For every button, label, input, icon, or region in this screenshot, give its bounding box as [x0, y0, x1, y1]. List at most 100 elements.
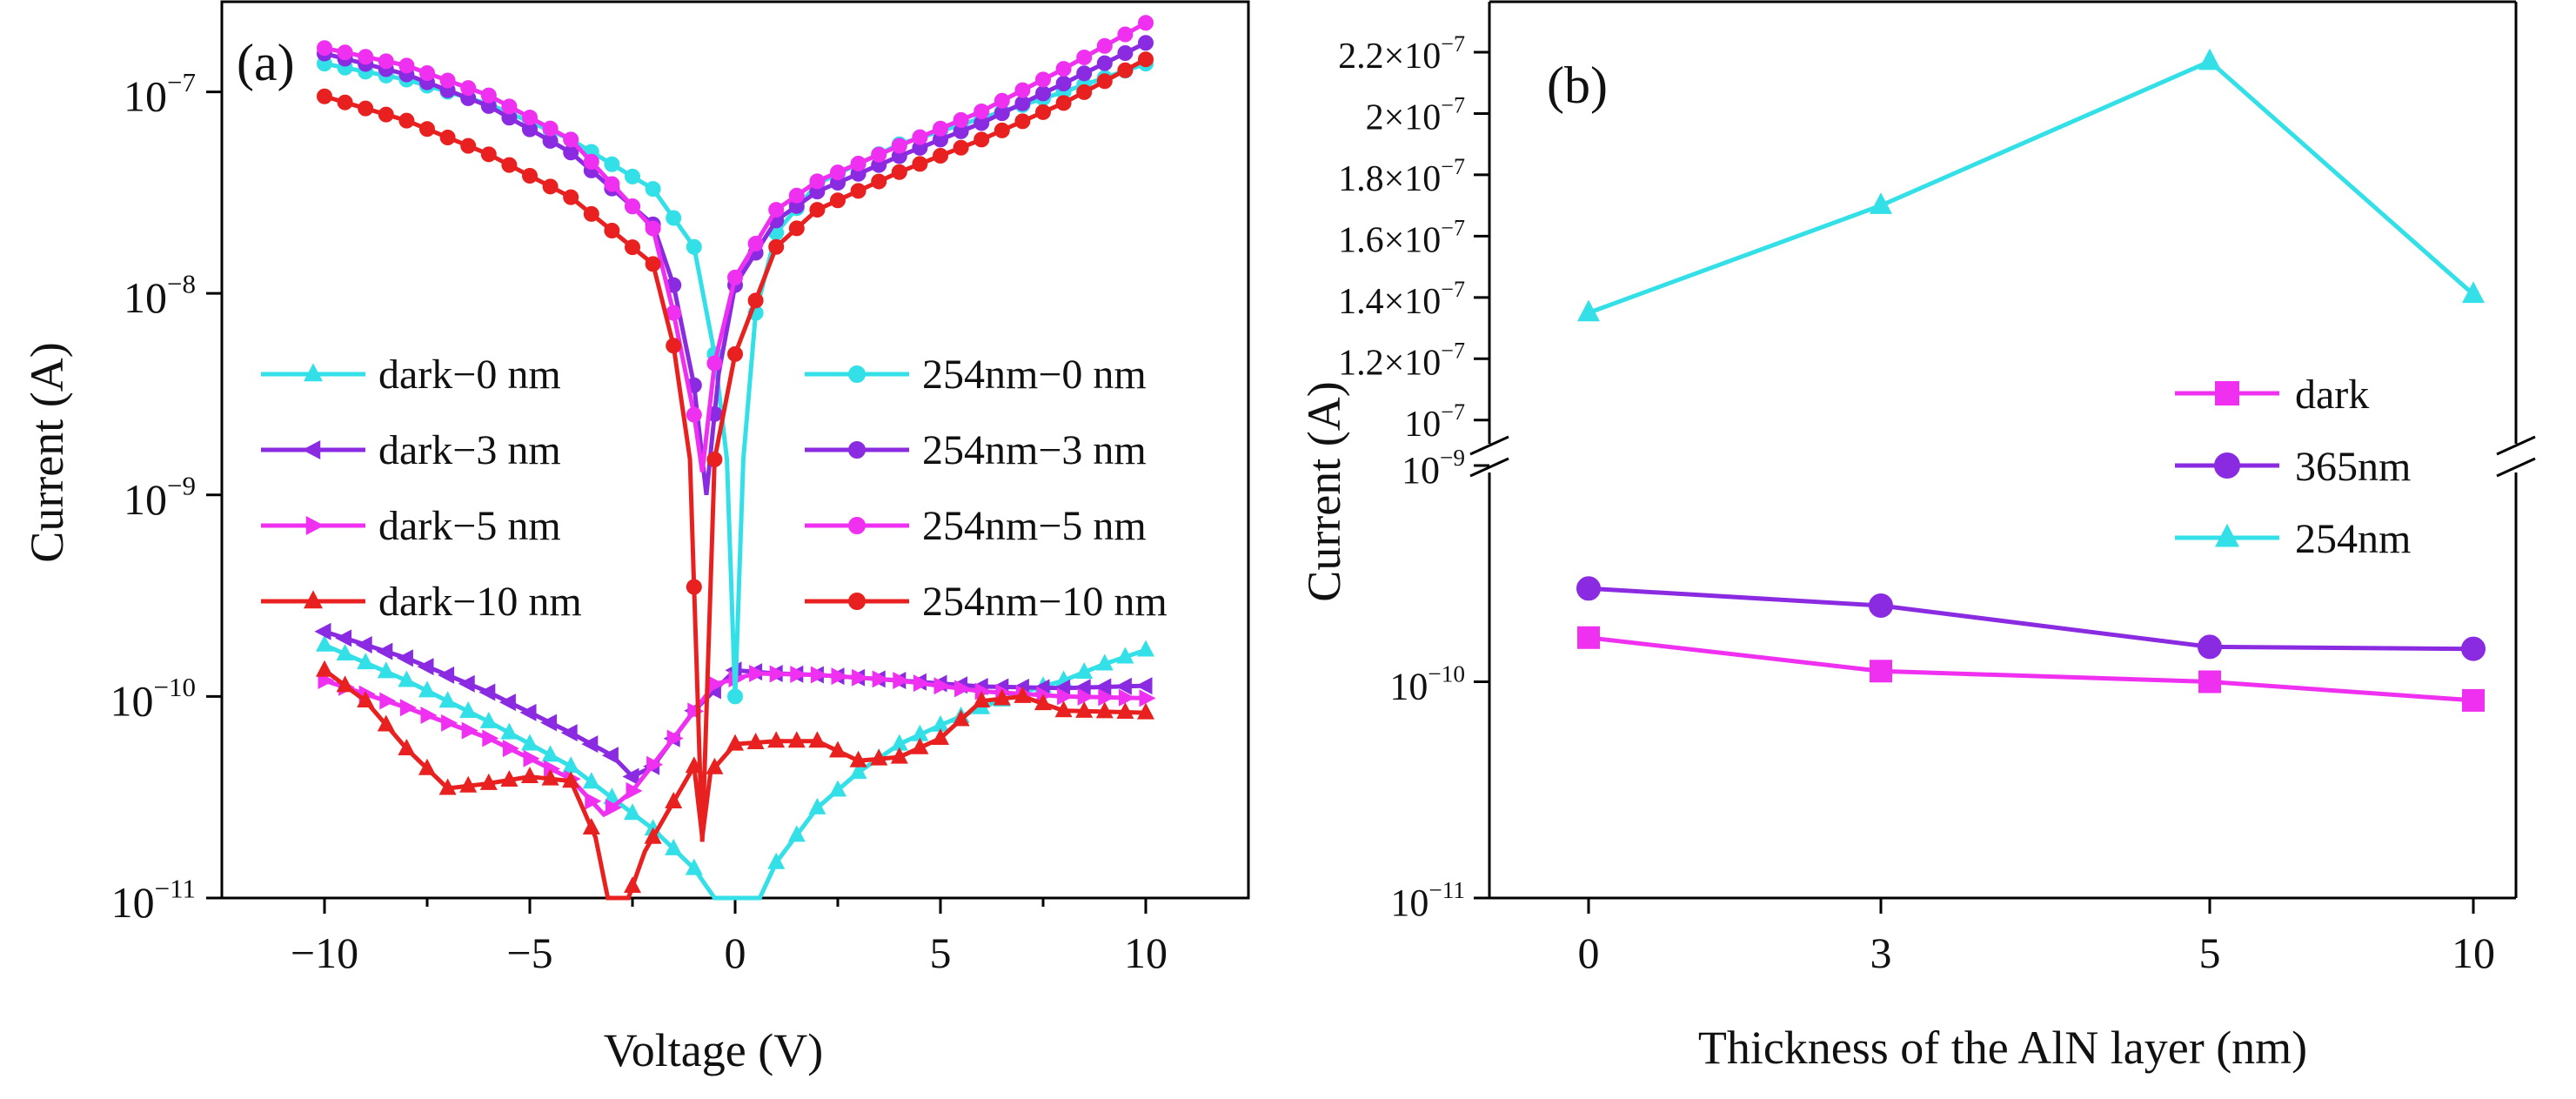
data-point [439, 72, 456, 89]
legend-marker [848, 517, 866, 534]
data-point [376, 642, 393, 660]
data-point [335, 629, 352, 647]
data-point [849, 762, 867, 780]
data-point [808, 797, 826, 814]
data-point [2462, 688, 2485, 712]
data-point [501, 157, 518, 173]
data-point [419, 121, 435, 137]
panel-b-upper-y-tick-label-exponent: −7 [1441, 154, 1465, 179]
data-point [522, 167, 538, 184]
data-point [398, 57, 415, 74]
data-point [396, 649, 413, 667]
data-point [626, 781, 643, 800]
data-point [625, 239, 640, 256]
data-point [357, 653, 375, 670]
panel-a-y-tick-label-exponent: −11 [155, 874, 196, 904]
data-point [336, 643, 354, 660]
data-point [544, 760, 561, 778]
data-point [625, 168, 640, 184]
legend-entry-254nm: 254nm [2175, 516, 2411, 562]
data-point [500, 722, 519, 740]
panel-a-y-tick-label: 10−10 [110, 672, 196, 726]
panel-a-x-tick-label: 0 [725, 928, 746, 977]
data-point [932, 714, 949, 732]
data-point [459, 701, 478, 719]
panel-b-upper-y-tick-label: 1.2×10−7 [1338, 338, 1465, 383]
data-point [2198, 670, 2221, 694]
data-point [1870, 192, 1892, 214]
data-point [582, 772, 600, 789]
legend-label: dark−5 nm [378, 503, 561, 549]
data-point [870, 748, 888, 766]
data-point [479, 773, 498, 790]
data-point [872, 670, 889, 688]
data-point [500, 769, 519, 787]
data-point [1076, 49, 1093, 65]
data-point [1096, 37, 1113, 54]
data-point [603, 787, 621, 805]
legend-entry-365nm: 365nm [2175, 444, 2411, 490]
data-point [337, 94, 353, 111]
legend-marker [304, 363, 323, 382]
data-point [1035, 85, 1051, 102]
data-point [933, 677, 951, 695]
data-point [809, 202, 826, 218]
legend-marker [848, 365, 866, 383]
data-point [830, 192, 846, 209]
legend-entry-dark-10-nm: dark−10 nm [261, 579, 582, 625]
data-point [317, 40, 332, 57]
data-point [788, 220, 805, 237]
data-point [519, 703, 537, 721]
series-254nm-10-nm [317, 51, 1154, 842]
data-point [1076, 84, 1093, 100]
legend-entry-254nm-0-nm: 254nm−0 nm [805, 352, 1147, 398]
data-point [1098, 688, 1115, 707]
data-point [1054, 700, 1073, 718]
data-point [583, 153, 599, 170]
panel-b-lower-y-tick-label-base: 10 [1402, 449, 1440, 492]
data-point [994, 92, 1010, 109]
data-point [1055, 95, 1072, 111]
data-point [747, 292, 764, 309]
data-point [830, 164, 846, 181]
data-point [1034, 694, 1052, 711]
data-point [687, 702, 705, 720]
data-point [686, 579, 702, 595]
data-point [314, 622, 331, 640]
data-point [644, 827, 662, 844]
data-point [974, 104, 990, 120]
legend-entry-254nm-5-nm: 254nm−5 nm [805, 503, 1147, 549]
series-365nm [1576, 576, 2486, 661]
panel-b-x-tick-label: 10 [2452, 928, 2495, 977]
data-point [399, 699, 417, 717]
data-point [645, 220, 661, 237]
panel-b-upper-y-tick-label: 1.4×10−7 [1338, 277, 1465, 322]
data-point [913, 674, 930, 693]
data-point [398, 112, 415, 129]
legend-label: dark−3 nm [378, 427, 561, 473]
data-point [418, 680, 436, 698]
data-point [706, 451, 723, 467]
legend-entry-dark-3-nm: dark−3 nm [261, 427, 561, 473]
legend-marker [2215, 523, 2239, 547]
data-point [747, 235, 764, 251]
data-point [912, 129, 928, 145]
data-point [727, 688, 743, 705]
data-point [849, 750, 867, 767]
data-point [438, 666, 455, 684]
series-dark-10-nm [316, 660, 1154, 901]
data-point [1116, 702, 1134, 720]
data-point [891, 164, 907, 180]
data-point [317, 88, 332, 104]
panel-b-upper-y-tick-label: 2×10−7 [1366, 93, 1465, 138]
series-254nm [1577, 48, 2485, 322]
data-point [358, 49, 374, 65]
panel-b-upper-y-tick-label: 1.8×10−7 [1338, 154, 1465, 199]
data-point [727, 269, 743, 285]
legend-marker [848, 593, 866, 610]
legend-entry-dark: dark [2175, 372, 2369, 418]
data-point [562, 771, 580, 788]
panel-b-lower-y-tick-label: 10−9 [1402, 445, 1465, 492]
data-point [1135, 677, 1153, 695]
data-point [1014, 82, 1031, 98]
